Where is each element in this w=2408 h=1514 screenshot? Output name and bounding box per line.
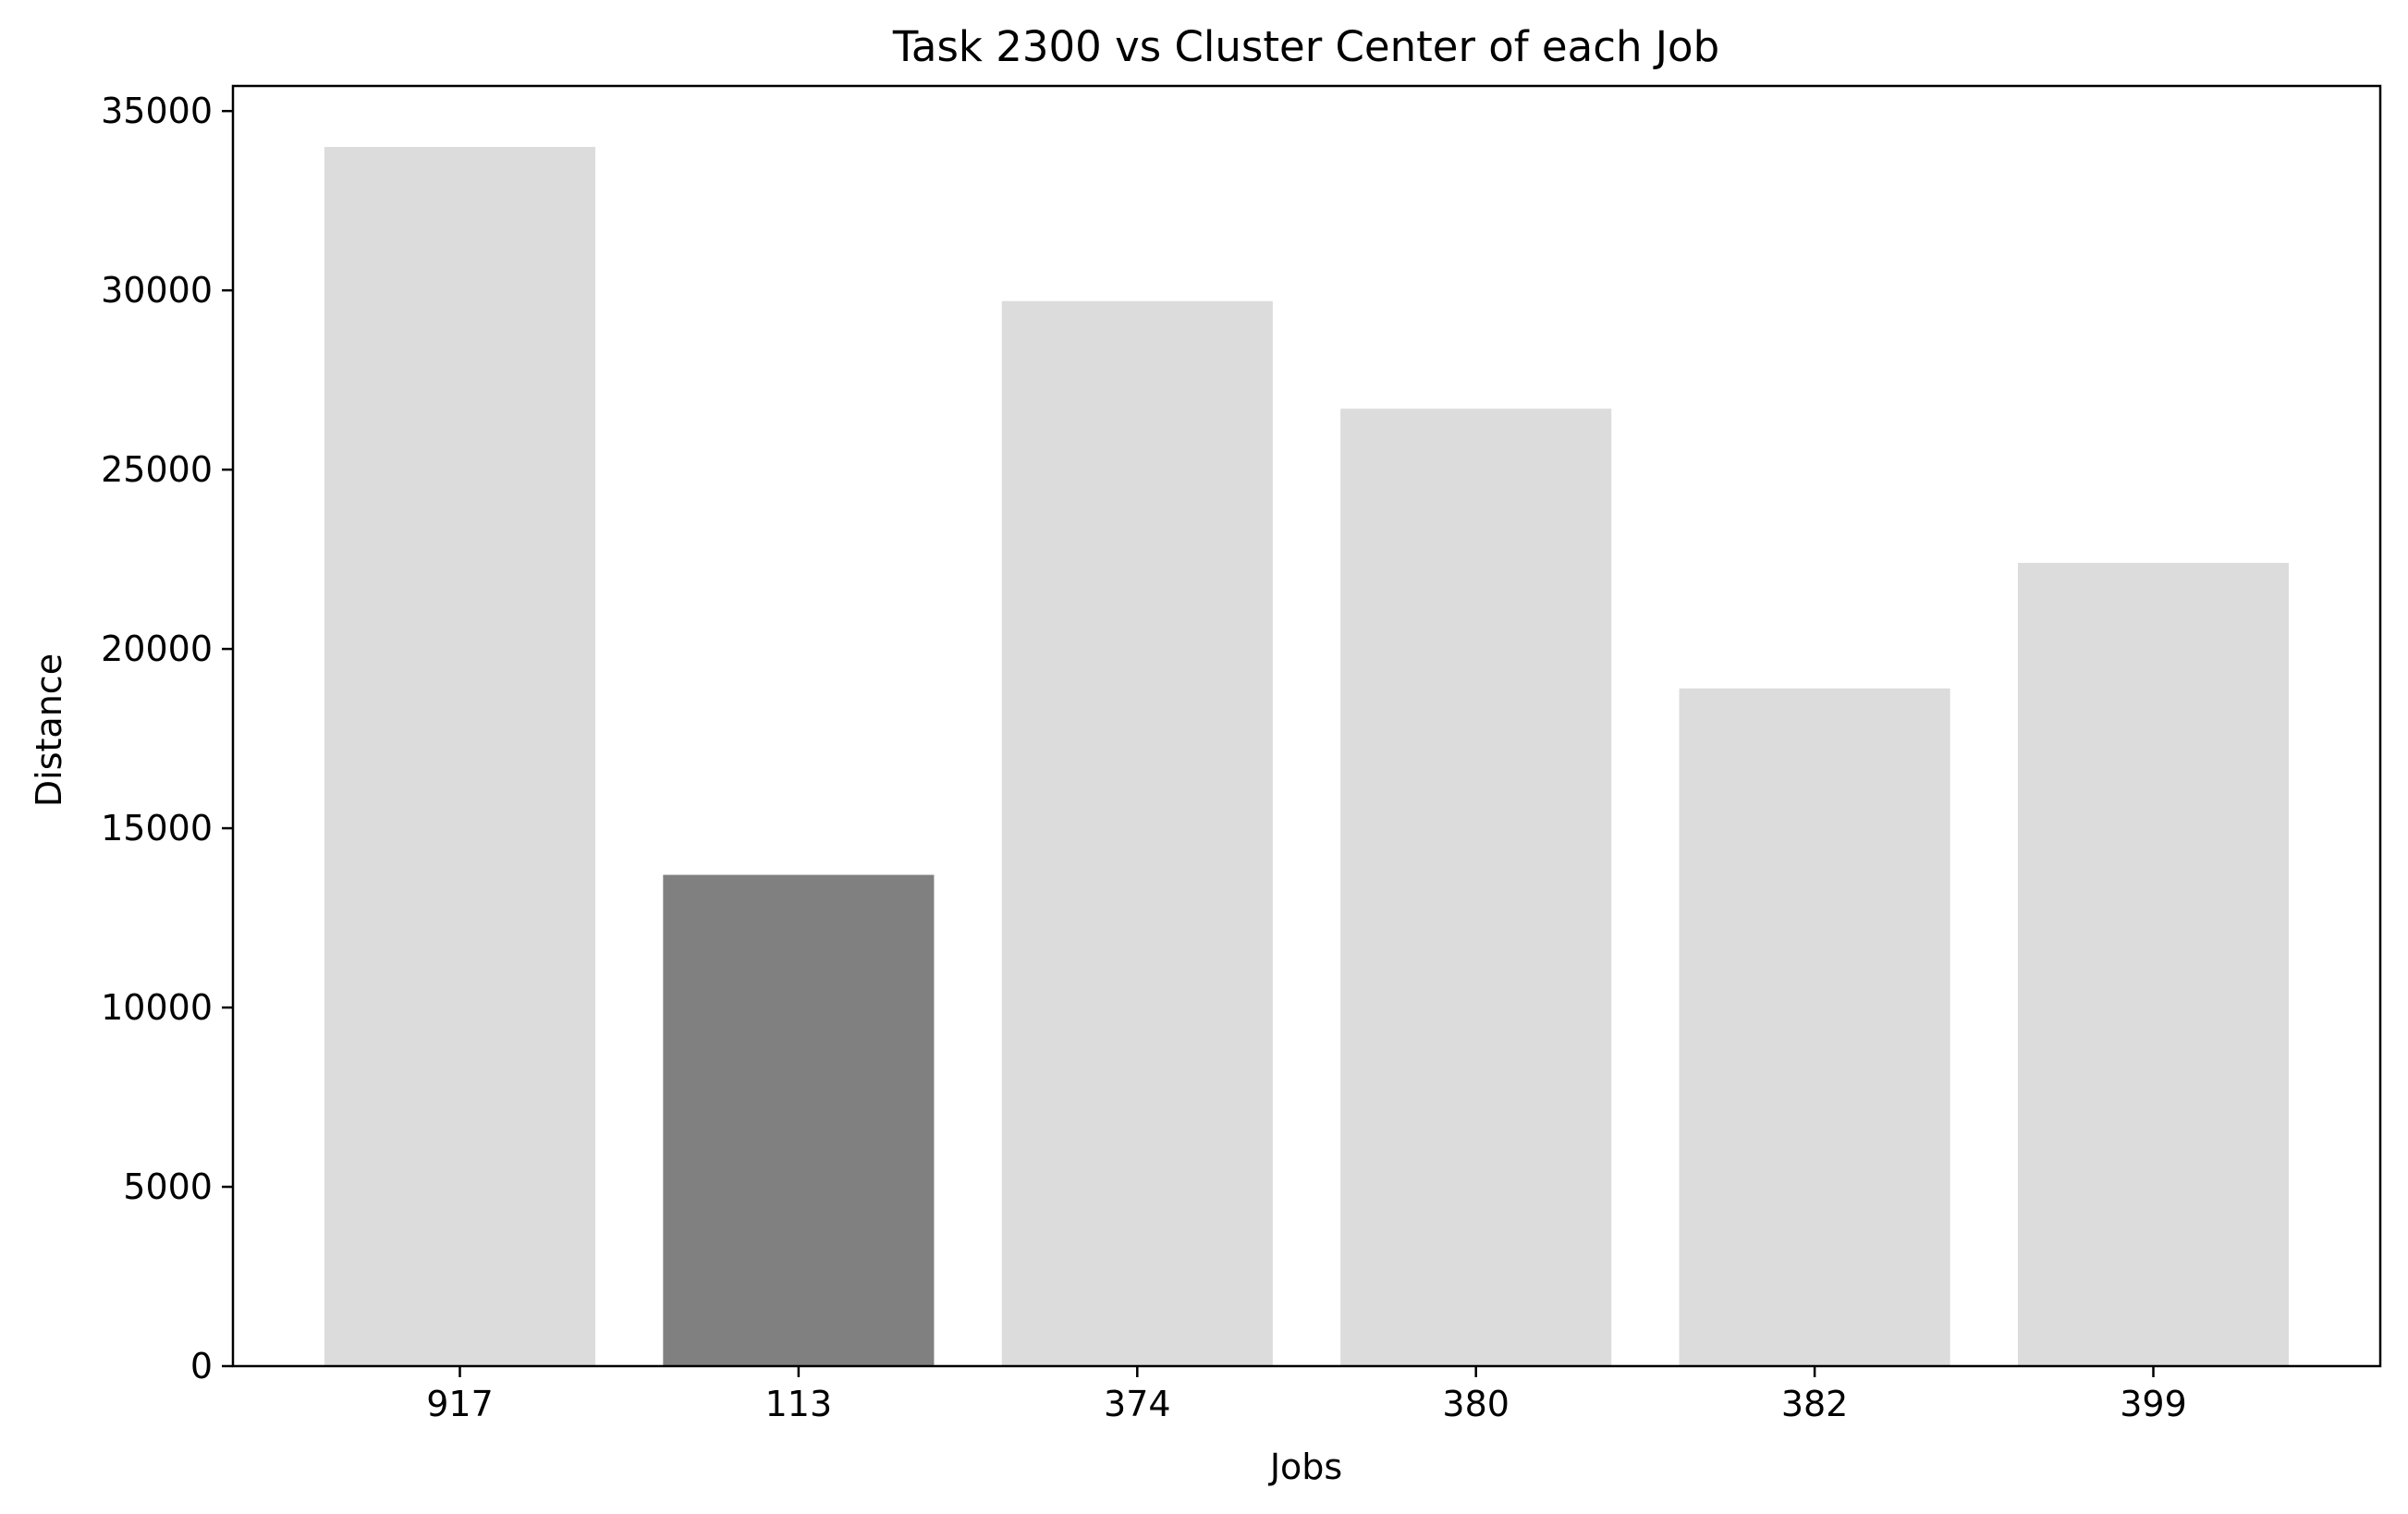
- y-tick-label-0: 0: [190, 1346, 213, 1386]
- y-tick-label-35000: 35000: [101, 91, 213, 131]
- y-tick-label-5000: 5000: [123, 1166, 213, 1207]
- x-tick-label-917: 917: [426, 1384, 494, 1424]
- bar-382: [1679, 688, 1950, 1366]
- plot-area-frame: [231, 84, 2382, 1368]
- y-axis-ticks: 0 5000 10000 15000 20000 25000 30000 35000: [101, 91, 233, 1386]
- bar-399: [2017, 562, 2290, 1366]
- bar-380: [1340, 409, 1612, 1366]
- x-tick-label-380: 380: [1442, 1384, 1510, 1424]
- y-tick-label-30000: 30000: [101, 270, 213, 311]
- x-axis-ticks: 917 113 374 380 382 399: [426, 1366, 2187, 1424]
- bar-374: [1001, 300, 1273, 1367]
- y-tick-label-15000: 15000: [101, 808, 213, 849]
- x-tick-label-399: 399: [2120, 1384, 2187, 1424]
- y-axis-label: Distance: [29, 653, 69, 807]
- x-tick-label-382: 382: [1781, 1384, 1849, 1424]
- bar-917: [324, 146, 596, 1366]
- chart-title: Task 2300 vs Cluster Center of each Job: [892, 22, 1719, 71]
- x-tick-label-113: 113: [765, 1384, 833, 1424]
- y-tick-label-20000: 20000: [101, 629, 213, 669]
- bars-group: [324, 146, 2290, 1367]
- y-tick-label-10000: 10000: [101, 987, 213, 1028]
- bar-113: [663, 874, 935, 1366]
- x-axis-label: Jobs: [1268, 1447, 1342, 1487]
- x-tick-label-374: 374: [1104, 1384, 1171, 1424]
- y-tick-label-25000: 25000: [101, 449, 213, 490]
